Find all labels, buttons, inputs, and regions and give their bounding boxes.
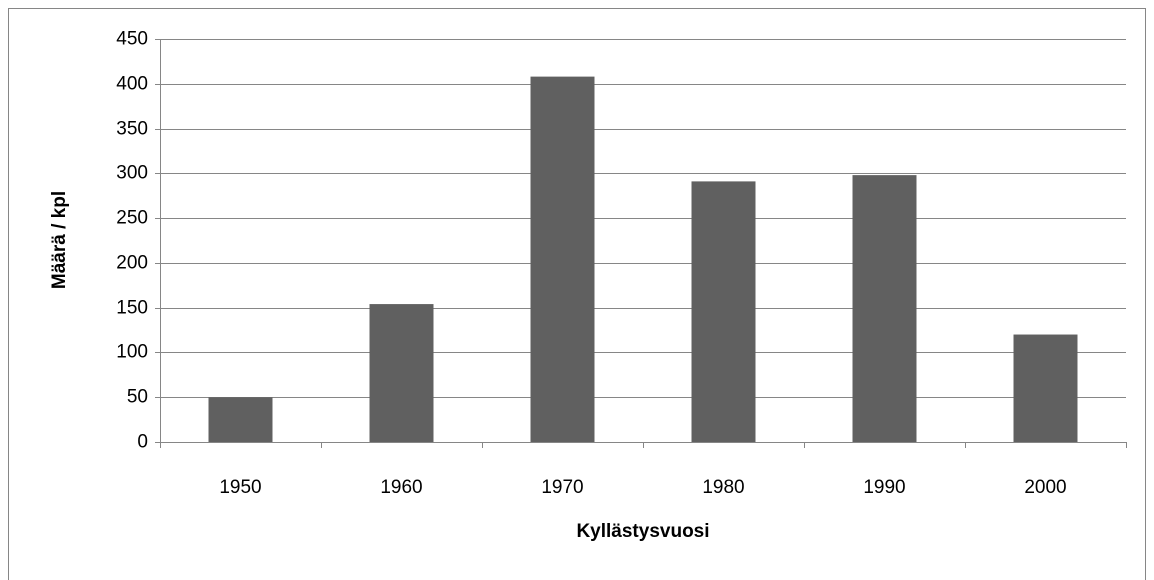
bar	[208, 397, 273, 442]
y-tick-label: 200	[116, 253, 148, 274]
y-tick-label: 350	[116, 119, 148, 140]
y-axis-title: Määrä / kpl	[49, 191, 70, 289]
x-tick-label: 1990	[863, 477, 905, 498]
bar	[530, 76, 595, 442]
y-tick-label: 250	[116, 208, 148, 229]
y-tick-label: 150	[116, 298, 148, 319]
y-tick-label: 0	[137, 432, 148, 453]
bar	[852, 175, 917, 442]
y-tick-label: 400	[116, 74, 148, 95]
y-tick-label: 100	[116, 342, 148, 363]
x-axis-title: Kyllästysvuosi	[576, 521, 709, 542]
bar	[691, 181, 756, 443]
bar	[369, 304, 434, 442]
y-tick-label: 300	[116, 163, 148, 184]
x-tick-label: 1960	[380, 477, 422, 498]
y-tick-label: 50	[127, 387, 148, 408]
bar	[1013, 334, 1078, 442]
x-tick-label: 1980	[702, 477, 744, 498]
x-tick-label: 2000	[1024, 477, 1066, 498]
y-tick-label: 450	[116, 29, 148, 50]
x-tick-label: 1950	[219, 477, 261, 498]
x-tick-label: 1970	[541, 477, 583, 498]
